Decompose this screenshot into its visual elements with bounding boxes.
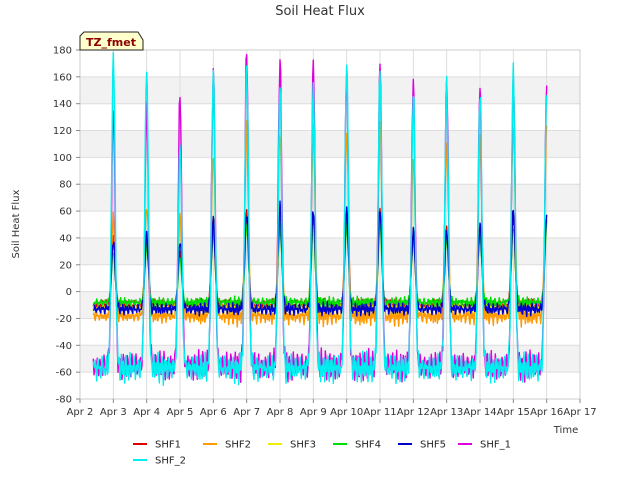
y-tick-label: 140 bbox=[53, 99, 72, 110]
x-tick-label: Apr 4 bbox=[133, 407, 160, 418]
y-tick-label: 20 bbox=[59, 260, 72, 271]
y-tick-label: 40 bbox=[59, 233, 72, 244]
x-tick-label: Apr 11 bbox=[363, 407, 396, 418]
y-tick-label: 120 bbox=[53, 126, 72, 137]
x-tick-label: Apr 3 bbox=[100, 407, 127, 418]
y-tick-label: 100 bbox=[53, 153, 72, 164]
grid-bands bbox=[80, 76, 580, 373]
x-tick-label: Apr 17 bbox=[563, 407, 596, 418]
legend-label: SHF_1 bbox=[480, 440, 511, 451]
legend-label: SHF4 bbox=[355, 440, 381, 451]
y-tick-label: -60 bbox=[56, 368, 72, 379]
chart-title: Soil Heat Flux bbox=[275, 4, 365, 19]
grid-band bbox=[80, 130, 580, 158]
legend-label: SHF_2 bbox=[155, 456, 186, 467]
x-tick-label: Apr 13 bbox=[430, 407, 463, 418]
plot-background bbox=[80, 50, 580, 399]
y-tick-label: 0 bbox=[66, 287, 72, 298]
series-layer bbox=[92, 51, 548, 386]
series-line-shf-2 bbox=[92, 51, 548, 386]
x-tick-label: Apr 16 bbox=[530, 407, 563, 418]
plot-frame bbox=[79, 49, 581, 400]
y-tick-label: -80 bbox=[56, 395, 72, 406]
x-tick-label: Apr 12 bbox=[397, 407, 430, 418]
legend: SHF1 SHF2 SHF3 SHF4 SHF5 SHF_1 SHF_2 bbox=[133, 440, 511, 467]
y-axis-label: Soil Heat Flux bbox=[11, 189, 22, 258]
y-tick-label: 180 bbox=[53, 46, 72, 57]
y-tick-label: -40 bbox=[56, 341, 72, 352]
legend-label: SHF2 bbox=[225, 440, 251, 451]
y-tick-label: 60 bbox=[59, 207, 72, 218]
x-tick-label: Apr 8 bbox=[267, 407, 294, 418]
grid-band bbox=[80, 237, 580, 265]
y-tick-labels: -80 -60 -40 -20 0 20 40 60 80 100 120 140 160 180 bbox=[53, 46, 80, 406]
x-axis-label: Time bbox=[553, 425, 578, 436]
x-tick-label: Apr 14 bbox=[463, 407, 496, 418]
grid-band bbox=[80, 184, 580, 212]
x-tick-labels: Apr 2 Apr 3 Apr 4 Apr 5 Apr 6 Apr 7 Apr 8 Apr 9… bbox=[67, 399, 597, 418]
legend-label: SHF3 bbox=[290, 440, 316, 451]
x-tick-label: Apr 10 bbox=[330, 407, 363, 418]
x-tick-label: Apr 9 bbox=[300, 407, 327, 418]
y-tick-label: 80 bbox=[59, 180, 72, 191]
x-tick-label: Apr 5 bbox=[167, 407, 194, 418]
series-line-shf5 bbox=[93, 200, 548, 318]
legend-label: SHF1 bbox=[155, 440, 181, 451]
grid-band bbox=[80, 76, 580, 104]
x-tick-label: Apr 2 bbox=[67, 407, 94, 418]
x-tick-label: Apr 7 bbox=[233, 407, 260, 418]
x-tick-label: Apr 6 bbox=[200, 407, 227, 418]
legend-label: SHF5 bbox=[420, 440, 446, 451]
y-tick-label: 160 bbox=[53, 72, 72, 83]
y-tick-label: -20 bbox=[56, 314, 72, 325]
tag-box-shape bbox=[79, 31, 144, 51]
tag-label: TZ_fmet bbox=[86, 36, 136, 49]
tag-box: TZ_fmet bbox=[79, 31, 144, 51]
x-tick-label: Apr 15 bbox=[497, 407, 530, 418]
